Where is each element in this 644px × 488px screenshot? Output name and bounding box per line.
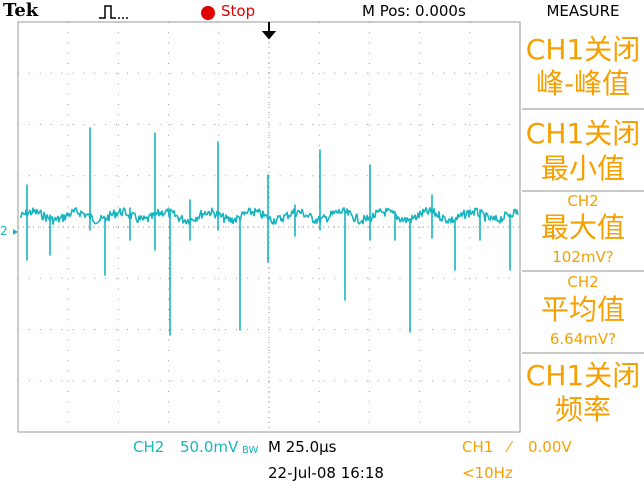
menu-separator [522,270,644,272]
menu-line: 频率 [522,396,644,424]
date-time: 22-Jul-08 16:18 [268,466,384,481]
menu-line: 峰-峰值 [522,70,644,98]
menu-line: CH1关闭 [522,120,644,148]
menu-separator [522,352,644,354]
trigger-position-marker [264,22,274,38]
channel-ground-arrow [13,229,18,235]
menu-line: CH1关闭 [522,362,644,390]
volts-per-div: 50.0mV [180,440,238,455]
menu-line: 6.64mV? [522,332,644,347]
channel-label: CH2 [133,440,164,455]
menu-line: 平均值 [522,296,644,324]
menu-line: 最小值 [522,155,644,183]
menu-line: CH1关闭 [522,36,644,64]
menu-line: CH2 [522,194,644,209]
menu-separator [522,108,644,110]
oscilloscope-screen: Tek Stop M Pos: 0.000s MEASURE CH1关闭 峰-峰… [0,0,644,488]
menu-line: CH2 [522,275,644,290]
bandwidth-limit: BW [242,446,258,456]
timebase: M 25.0µs [268,440,336,455]
trigger-slope: ⁄ [508,440,511,455]
menu-line: 102mV? [522,250,644,265]
trigger-source: CH1 [462,440,493,455]
trigger-frequency: <10Hz [462,466,513,481]
waveform [20,128,518,335]
menu-line: 最大值 [522,214,644,242]
trigger-level: 0.00V [528,440,572,455]
channel-marker: 2 [0,225,8,237]
